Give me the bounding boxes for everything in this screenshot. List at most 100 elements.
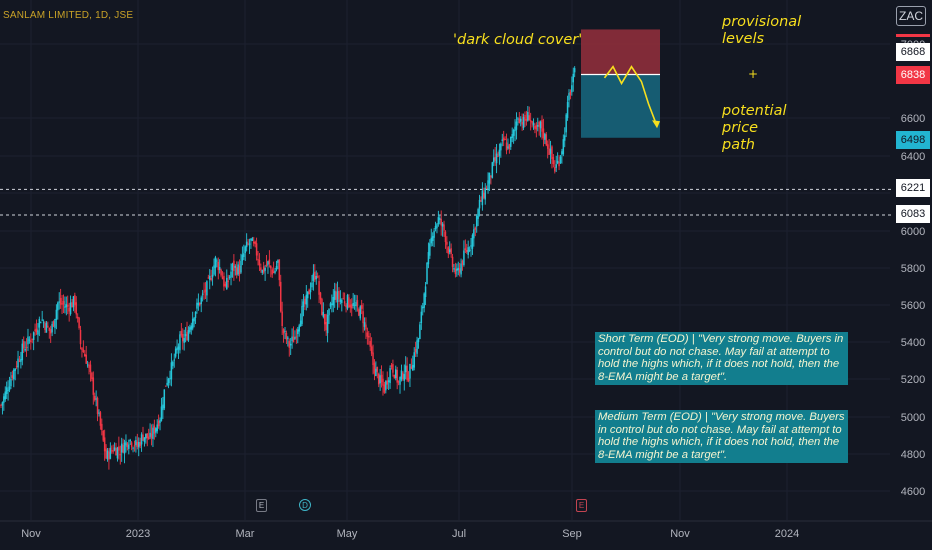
profit-target-zone: [581, 74, 660, 138]
potential-price-path-note[interactable]: potential price path: [722, 103, 787, 153]
candle-body: [396, 369, 398, 383]
provisional-levels-note[interactable]: provisional levels: [722, 14, 802, 47]
candle-body: [392, 364, 394, 373]
candle-body: [206, 281, 208, 296]
candle-body: [186, 331, 188, 340]
candle-body: [45, 322, 48, 333]
candle-body: [324, 314, 326, 325]
candle-body: [179, 334, 181, 351]
candle-body: [155, 428, 157, 433]
candle-body: [125, 441, 127, 446]
candle-body: [352, 302, 354, 306]
candle-body: [113, 447, 116, 451]
projected-path-arrowhead: [652, 120, 661, 129]
candle-body: [146, 433, 149, 439]
candle-body: [436, 224, 438, 229]
candle-body: [535, 125, 538, 130]
candle-body: [572, 73, 575, 83]
candle-body: [211, 274, 214, 278]
candle-body: [532, 122, 535, 126]
candle-body: [478, 199, 481, 209]
candle-body: [184, 334, 187, 337]
candle-body: [502, 137, 505, 141]
candle-body: [240, 260, 242, 273]
candle-body: [508, 144, 511, 149]
dark-cloud-cover-note[interactable]: 'dark cloud cover': [453, 32, 583, 48]
currency-badge-underline: [896, 34, 930, 37]
candle-body: [329, 303, 332, 307]
candle-body: [130, 442, 133, 447]
candle-body: [566, 102, 569, 118]
candle-body: [163, 389, 166, 409]
candle-body: [382, 378, 384, 386]
candle-body: [318, 281, 320, 295]
candle-body: [35, 328, 38, 333]
candle-body: [204, 289, 207, 292]
candle-body: [406, 365, 408, 380]
candle-body: [400, 370, 403, 380]
grid: [0, 0, 890, 520]
candle-body: [299, 320, 302, 327]
candle-body: [497, 155, 499, 157]
price-axis-label: 6000: [901, 226, 925, 238]
candle-body: [379, 375, 381, 384]
candle-body: [335, 291, 337, 300]
short-term-note[interactable]: Short Term (EOD) | "Very strong move. Bu…: [595, 332, 848, 386]
candle-body: [514, 126, 516, 132]
candle-body: [446, 241, 448, 245]
medium-term-note[interactable]: Medium Term (EOD) | "Very strong move. B…: [595, 410, 848, 464]
candle-body: [332, 296, 335, 306]
candle-body: [218, 266, 221, 271]
candle-body: [14, 368, 16, 371]
candle-body: [217, 261, 220, 271]
candle-body: [376, 366, 379, 372]
candle-body: [399, 376, 401, 385]
candle-body: [55, 309, 58, 320]
candle-body: [61, 303, 63, 305]
price-axis-label: 4600: [901, 486, 925, 498]
currency-badge[interactable]: ZAC: [896, 6, 926, 26]
candle-body: [1, 402, 4, 406]
price-tag-target: 6498: [896, 131, 930, 149]
candle-body: [111, 450, 113, 452]
candle-body: [298, 325, 300, 332]
plus-note[interactable]: +: [748, 67, 759, 81]
dividend-event-badge[interactable]: D: [299, 499, 311, 511]
candle-body: [282, 329, 285, 334]
earnings-event-badge[interactable]: E: [256, 499, 267, 512]
candle-body: [208, 275, 211, 280]
candle-body: [568, 93, 570, 101]
candle-body: [92, 377, 95, 395]
candle-body: [270, 265, 272, 269]
price-axis-label: 5000: [901, 412, 925, 424]
position-tool: [581, 29, 660, 138]
candle-body: [284, 330, 286, 332]
candle-body: [91, 372, 93, 380]
candle-body: [51, 324, 53, 333]
candle-body: [268, 259, 271, 264]
candle-body: [522, 117, 525, 129]
candle-body: [216, 260, 218, 262]
candle-body: [552, 157, 555, 164]
candle-body: [7, 389, 9, 391]
candle-body: [377, 373, 380, 385]
candle-body: [456, 268, 458, 271]
candle-body: [362, 311, 364, 324]
candle-body: [387, 380, 390, 383]
candle-body: [129, 439, 131, 442]
candle-body: [573, 68, 576, 73]
candle-body: [510, 136, 512, 147]
symbol-title[interactable]: SANLAM LIMITED, 1D, JSE: [3, 10, 134, 21]
candle-body: [488, 172, 491, 184]
candle-body: [147, 436, 150, 440]
candle-body: [385, 381, 387, 391]
candle-body: [207, 277, 210, 279]
candle-body: [159, 419, 161, 423]
candles: [0, 66, 576, 470]
candle-body: [453, 267, 455, 270]
candle-body: [62, 301, 65, 305]
candle-body: [412, 364, 414, 371]
candle-body: [250, 238, 252, 241]
upcoming-earnings-event-badge[interactable]: E: [576, 499, 587, 512]
